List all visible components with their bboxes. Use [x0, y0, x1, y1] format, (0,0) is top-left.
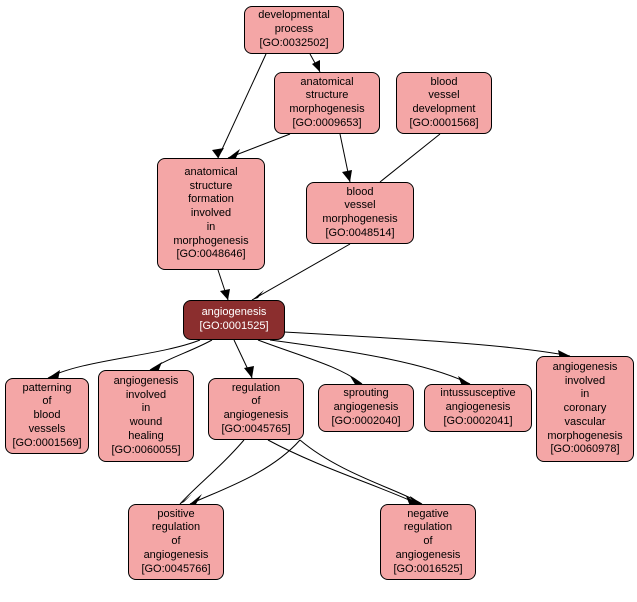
graph-edge — [228, 134, 290, 158]
arrowhead-icon — [342, 170, 352, 182]
arrowhead-icon — [244, 366, 254, 378]
graph-edge — [310, 54, 320, 72]
go-term-node[interactable]: developmental process [GO:0032502] — [244, 6, 344, 54]
go-term-node[interactable]: patterning of blood vessels [GO:0001569] — [5, 378, 89, 454]
graph-edge — [218, 54, 266, 158]
go-term-node[interactable]: sprouting angiogenesis [GO:0002040] — [318, 384, 414, 432]
arrowhead-icon — [252, 290, 264, 300]
go-term-node[interactable]: negative regulation of angiogenesis [GO:… — [380, 504, 476, 580]
go-term-node[interactable]: angiogenesis involved in coronary vascul… — [536, 356, 634, 462]
go-term-node[interactable]: blood vessel morphogenesis [GO:0048514] — [306, 182, 414, 244]
graph-edge — [150, 340, 212, 370]
graph-edge — [252, 244, 350, 300]
go-term-node[interactable]: angiogenesis involved in wound healing [… — [98, 370, 194, 462]
graph-edge — [190, 440, 300, 504]
graph-edge — [300, 440, 422, 504]
graph-edge — [268, 440, 418, 504]
go-term-node[interactable]: regulation of angiogenesis [GO:0045765] — [208, 378, 304, 440]
arrowhead-icon — [380, 170, 392, 182]
arrowhead-icon — [220, 289, 230, 300]
graph-edge — [234, 340, 252, 378]
arrowhead-icon — [312, 60, 320, 72]
go-term-node[interactable]: anatomical structure morphogenesis [GO:0… — [274, 72, 380, 134]
go-term-node[interactable]: positive regulation of angiogenesis [GO:… — [128, 504, 224, 580]
arrowhead-icon — [228, 149, 240, 158]
go-term-node[interactable]: anatomical structure formation involved … — [157, 158, 265, 270]
go-term-node[interactable]: intussusceptive angiogenesis [GO:0002041… — [424, 384, 532, 432]
go-term-node[interactable]: angiogenesis [GO:0001525] — [183, 300, 285, 340]
go-term-node[interactable]: blood vessel development [GO:0001568] — [396, 72, 492, 134]
graph-edge — [380, 134, 440, 182]
arrowhead-icon — [212, 148, 224, 158]
arrowhead-icon — [190, 494, 202, 504]
graph-edge — [270, 340, 470, 384]
graph-edge — [340, 134, 350, 182]
arrowhead-icon — [180, 494, 192, 504]
graph-edge — [284, 332, 570, 356]
graph-edge — [218, 270, 228, 300]
